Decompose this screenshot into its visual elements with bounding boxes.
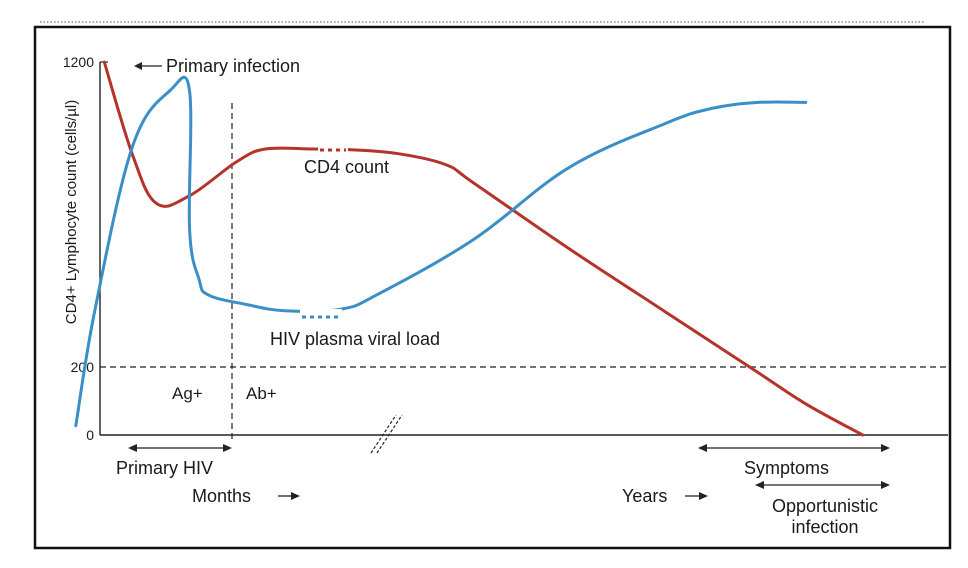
- years-arrowhead: [699, 492, 708, 500]
- viral-load-label: HIV plasma viral load: [270, 329, 440, 349]
- ab-positive-label: Ab+: [246, 384, 277, 403]
- symptoms-arrowhead-right: [881, 444, 890, 452]
- primary-hiv-arrowhead-right: [223, 444, 232, 452]
- opportunistic-arrowhead-left: [755, 481, 764, 489]
- chart-frame: [33, 25, 952, 550]
- primary-hiv-label: Primary HIV: [116, 458, 213, 478]
- series-cd4-count-line: [102, 60, 865, 437]
- cd4-count-label: CD4 count: [304, 157, 389, 177]
- y-axis-label: CD4+ Lymphocyte count (cells/µl): [63, 100, 80, 324]
- primary-infection-arrowhead: [134, 62, 142, 70]
- primary-hiv-arrowhead-left: [128, 444, 137, 452]
- axis-break-mark-2: [376, 414, 403, 454]
- opportunistic-arrowhead-right: [881, 481, 890, 489]
- axis-break-mark-1: [370, 414, 397, 454]
- years-label: Years: [622, 486, 667, 506]
- y-tick-1200: 1200: [63, 54, 94, 70]
- y-tick-200: 200: [71, 359, 95, 375]
- ag-positive-label: Ag+: [172, 384, 203, 403]
- months-label: Months: [192, 486, 251, 506]
- y-tick-0: 0: [86, 427, 94, 443]
- months-arrowhead: [291, 492, 300, 500]
- symptoms-label: Symptoms: [744, 458, 829, 478]
- primary-infection-label: Primary infection: [166, 56, 300, 76]
- opportunistic-infection-label: infection: [791, 517, 858, 537]
- cd4-gap: [318, 143, 348, 157]
- series-viral-load-line: [74, 75, 808, 428]
- opportunistic-label: Opportunistic: [772, 496, 878, 516]
- symptoms-arrowhead-left: [698, 444, 707, 452]
